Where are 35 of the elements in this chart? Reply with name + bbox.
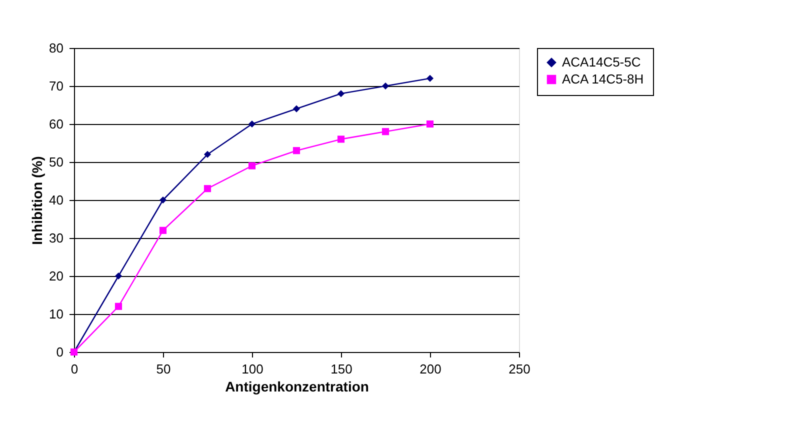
point bbox=[382, 128, 390, 136]
point bbox=[426, 120, 434, 128]
point bbox=[114, 272, 122, 280]
x-tick-label: 0 bbox=[70, 362, 78, 376]
point bbox=[204, 185, 212, 192]
point bbox=[337, 90, 345, 98]
y-tick-label: 40 bbox=[49, 192, 64, 208]
y-tick-label: 10 bbox=[49, 306, 64, 322]
x-tick-label: 150 bbox=[330, 362, 352, 376]
point bbox=[426, 74, 434, 82]
x-tick-label: 200 bbox=[420, 362, 442, 376]
y-tick-label: 0 bbox=[56, 344, 64, 360]
point bbox=[337, 136, 345, 143]
point bbox=[292, 105, 300, 112]
point bbox=[292, 147, 300, 154]
y-tick-label: 70 bbox=[49, 78, 64, 94]
legend-label: ACA14C5-5C bbox=[562, 54, 641, 70]
x-tick-label: 100 bbox=[242, 362, 264, 376]
point bbox=[248, 120, 256, 128]
point bbox=[114, 302, 122, 310]
y-tick-label: 80 bbox=[49, 40, 64, 56]
y-tick-label: 20 bbox=[49, 268, 64, 284]
y-tick-label: 30 bbox=[49, 230, 64, 246]
x-axis-title: Antigenkonzentration bbox=[225, 378, 369, 394]
point bbox=[382, 82, 390, 90]
y-tick-label: 60 bbox=[49, 116, 64, 132]
y-tick-label: 50 bbox=[49, 154, 64, 170]
point bbox=[248, 162, 256, 170]
y-axis-title: Inhibition (%) bbox=[29, 156, 46, 245]
x-tick-label: 250 bbox=[508, 362, 530, 376]
point bbox=[204, 150, 212, 158]
point bbox=[159, 226, 167, 234]
point bbox=[159, 196, 167, 204]
x-tick-label: 50 bbox=[156, 362, 171, 376]
legend-label: ACA 14C5-8H bbox=[562, 72, 644, 86]
